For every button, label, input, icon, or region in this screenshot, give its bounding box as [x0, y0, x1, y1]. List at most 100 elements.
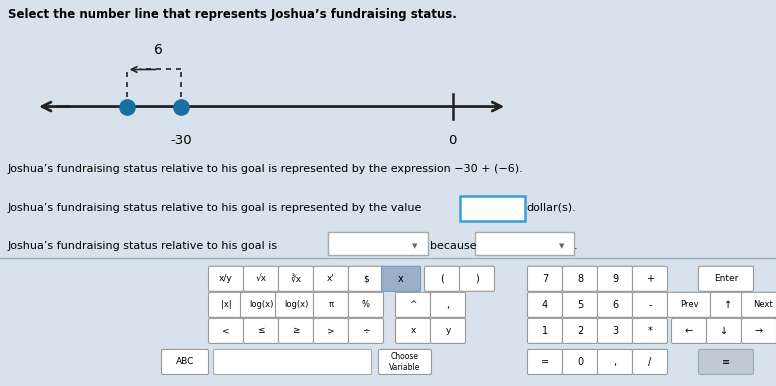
Text: ,: ,: [614, 357, 617, 367]
Text: ▼: ▼: [559, 243, 564, 249]
FancyBboxPatch shape: [279, 266, 314, 291]
FancyBboxPatch shape: [563, 266, 598, 291]
Text: =: =: [541, 357, 549, 367]
Text: ≤: ≤: [258, 327, 265, 335]
Text: 0: 0: [577, 357, 583, 367]
Text: y: y: [445, 327, 451, 335]
FancyBboxPatch shape: [563, 318, 598, 344]
Text: Next: Next: [753, 300, 773, 309]
Text: ,: ,: [446, 300, 449, 310]
FancyBboxPatch shape: [598, 349, 632, 374]
Text: 9: 9: [612, 274, 618, 284]
Text: 6: 6: [612, 300, 618, 310]
FancyBboxPatch shape: [742, 318, 776, 344]
FancyBboxPatch shape: [632, 318, 667, 344]
Text: 3: 3: [612, 326, 618, 336]
FancyBboxPatch shape: [528, 266, 563, 291]
Text: x: x: [411, 327, 416, 335]
FancyBboxPatch shape: [598, 266, 632, 291]
FancyBboxPatch shape: [328, 232, 428, 255]
Text: π: π: [328, 300, 334, 309]
FancyBboxPatch shape: [348, 318, 383, 344]
Text: log(x): log(x): [249, 300, 273, 309]
FancyBboxPatch shape: [563, 292, 598, 317]
FancyBboxPatch shape: [632, 349, 667, 374]
Text: √x: √x: [255, 274, 267, 283]
FancyBboxPatch shape: [209, 266, 244, 291]
Text: Joshua’s fundraising status relative to his goal is: Joshua’s fundraising status relative to …: [8, 241, 278, 251]
Text: ←: ←: [685, 326, 693, 336]
FancyBboxPatch shape: [706, 318, 742, 344]
Text: >: >: [327, 327, 334, 335]
Text: →: →: [755, 326, 763, 336]
Text: |x|: |x|: [220, 300, 231, 309]
Text: 6: 6: [154, 43, 163, 57]
Text: 2: 2: [577, 326, 583, 336]
FancyBboxPatch shape: [244, 266, 279, 291]
FancyBboxPatch shape: [396, 292, 431, 317]
Text: -30: -30: [170, 134, 192, 147]
Text: ↓: ↓: [720, 326, 728, 336]
FancyBboxPatch shape: [528, 292, 563, 317]
Text: because: because: [430, 241, 476, 251]
Text: x/y: x/y: [219, 274, 233, 283]
Text: ∛x: ∛x: [290, 274, 302, 283]
FancyBboxPatch shape: [314, 292, 348, 317]
FancyBboxPatch shape: [711, 292, 746, 317]
FancyBboxPatch shape: [528, 349, 563, 374]
Text: 8: 8: [577, 274, 583, 284]
FancyBboxPatch shape: [275, 292, 317, 317]
FancyBboxPatch shape: [314, 266, 348, 291]
FancyBboxPatch shape: [348, 292, 383, 317]
Text: *: *: [648, 326, 653, 336]
FancyBboxPatch shape: [244, 318, 279, 344]
FancyBboxPatch shape: [241, 292, 282, 317]
Text: ^: ^: [409, 300, 417, 309]
Text: Select the number line that represents Joshua’s fundraising status.: Select the number line that represents J…: [8, 8, 456, 21]
FancyBboxPatch shape: [382, 266, 421, 291]
Text: 4: 4: [542, 300, 548, 310]
FancyBboxPatch shape: [424, 266, 459, 291]
Text: ÷: ÷: [362, 327, 370, 335]
Text: x: x: [398, 274, 404, 284]
Text: +: +: [646, 274, 654, 284]
FancyBboxPatch shape: [632, 292, 667, 317]
FancyBboxPatch shape: [431, 318, 466, 344]
Text: Prev: Prev: [680, 300, 698, 309]
Text: 7: 7: [542, 274, 548, 284]
FancyBboxPatch shape: [698, 349, 753, 374]
Text: ≡: ≡: [722, 357, 730, 367]
Text: 1: 1: [542, 326, 548, 336]
FancyBboxPatch shape: [279, 318, 314, 344]
FancyBboxPatch shape: [671, 318, 706, 344]
Text: %: %: [362, 300, 370, 309]
Text: $: $: [363, 274, 369, 283]
Text: log(x): log(x): [284, 300, 308, 309]
FancyBboxPatch shape: [431, 292, 466, 317]
FancyBboxPatch shape: [379, 349, 431, 374]
Text: <: <: [222, 327, 230, 335]
Text: Choose
Variable: Choose Variable: [390, 352, 421, 372]
FancyBboxPatch shape: [314, 318, 348, 344]
Text: dollar(s).: dollar(s).: [526, 203, 576, 213]
FancyBboxPatch shape: [598, 292, 632, 317]
FancyBboxPatch shape: [209, 318, 244, 344]
Text: ▼: ▼: [412, 243, 417, 249]
FancyBboxPatch shape: [213, 349, 372, 374]
FancyBboxPatch shape: [209, 292, 244, 317]
Text: Joshua’s fundraising status relative to his goal is represented by the value: Joshua’s fundraising status relative to …: [8, 203, 422, 213]
Text: ↑: ↑: [724, 300, 732, 310]
FancyBboxPatch shape: [667, 292, 711, 317]
FancyBboxPatch shape: [348, 266, 383, 291]
FancyBboxPatch shape: [161, 349, 209, 374]
FancyBboxPatch shape: [460, 196, 525, 221]
FancyBboxPatch shape: [598, 318, 632, 344]
FancyBboxPatch shape: [528, 318, 563, 344]
Text: .: .: [574, 241, 578, 251]
FancyBboxPatch shape: [475, 232, 574, 255]
Text: 5: 5: [577, 300, 583, 310]
FancyBboxPatch shape: [563, 349, 598, 374]
Text: Enter: Enter: [714, 274, 738, 283]
Text: 0: 0: [449, 134, 457, 147]
FancyBboxPatch shape: [742, 292, 776, 317]
